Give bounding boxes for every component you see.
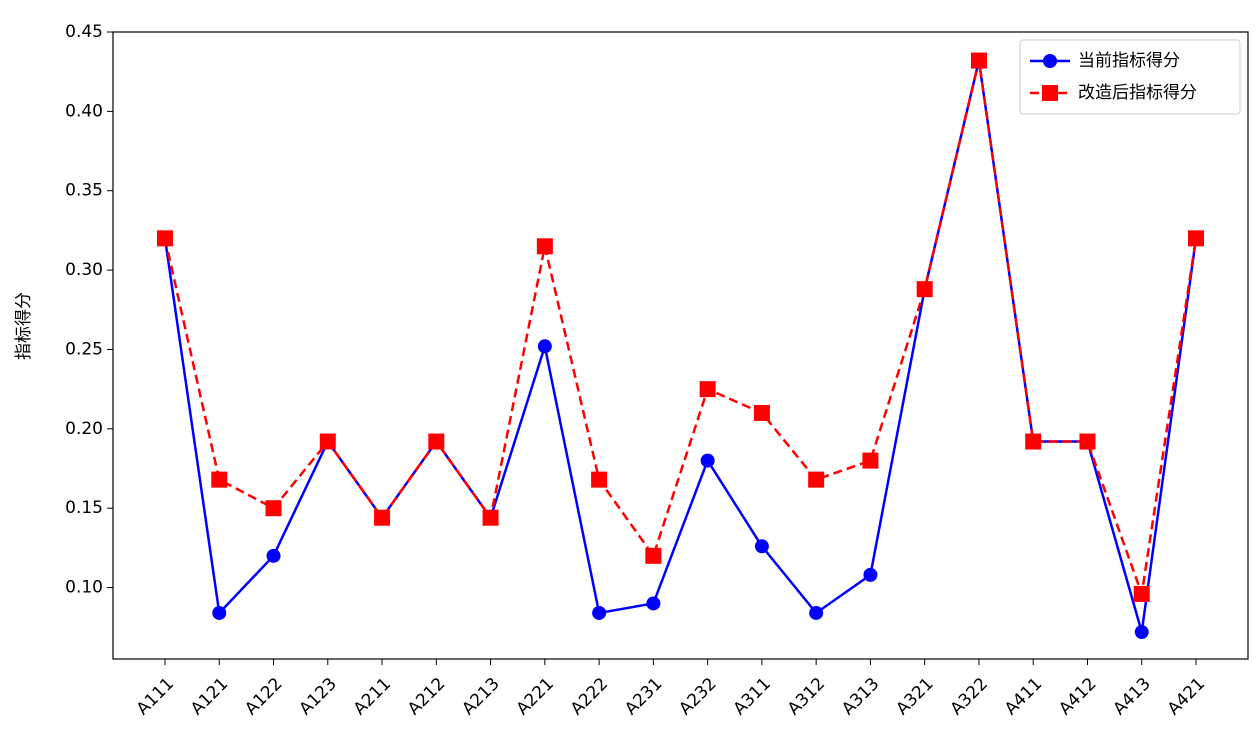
marker [699,381,716,398]
y-tick-label: 0.25 [65,339,103,359]
x-tick-label: A411 [1001,674,1046,719]
marker [374,509,391,526]
x-tick-label: A211 [350,674,395,719]
marker [916,281,933,298]
legend-marker [1043,54,1057,68]
y-tick-label: 0.30 [65,260,103,280]
x-tick-label: A213 [458,674,503,719]
marker [482,509,499,526]
x-tick-label: A231 [621,674,666,719]
y-tick-label: 0.20 [65,419,103,439]
marker [809,605,824,620]
marker [753,404,770,421]
marker [645,547,662,564]
x-tick-label: A123 [296,674,341,719]
x-tick-label: A313 [838,674,883,719]
x-tick-label: A421 [1164,674,1209,719]
x-tick-label: A121 [187,674,232,719]
x-tick-label: A212 [404,674,449,719]
x-tick-label: A413 [1109,674,1154,719]
series-line [163,60,1198,595]
marker [754,539,769,554]
marker [646,596,661,611]
x-tick-label: A312 [784,674,829,719]
marker [536,238,553,255]
series-line [163,60,1198,633]
marker [700,453,715,468]
marker [266,548,281,563]
legend-marker [1042,85,1058,101]
y-tick-label: 0.10 [65,578,103,598]
marker [592,605,607,620]
marker [1025,433,1042,450]
marker [863,567,878,582]
marker [808,471,825,488]
marker [537,339,552,354]
plot-frame [112,31,1249,660]
marker [591,471,608,488]
marker [157,230,173,247]
marker [970,52,987,69]
legend-label: 当前指标得分 [1078,51,1180,71]
x-tick-label: A311 [730,674,775,719]
marker [1188,230,1204,247]
marker [1133,585,1150,602]
y-tick-label: 0.45 [65,22,103,42]
x-tick-label: A122 [241,674,286,719]
marker [319,433,336,450]
y-tick-label: 0.35 [65,181,103,201]
marker [212,605,227,620]
y-tick-label: 0.15 [65,498,103,518]
marker [265,500,282,517]
legend-box [1019,39,1241,115]
x-tick-label: A412 [1055,674,1100,719]
marker [211,471,228,488]
marker [862,452,879,469]
marker [428,433,445,450]
x-tick-label: A321 [892,674,937,719]
x-tick-label: A222 [567,674,612,719]
x-tick-label: A111 [133,674,178,719]
x-tick-label: A221 [513,674,558,719]
x-tick-label: A322 [947,674,992,719]
marker [1079,433,1096,450]
x-tick-label: A232 [675,674,720,719]
y-axis-label: 指标得分 [14,292,34,360]
legend-label: 改造后指标得分 [1078,83,1197,103]
marker [1134,625,1149,640]
y-tick-label: 0.40 [65,101,103,121]
